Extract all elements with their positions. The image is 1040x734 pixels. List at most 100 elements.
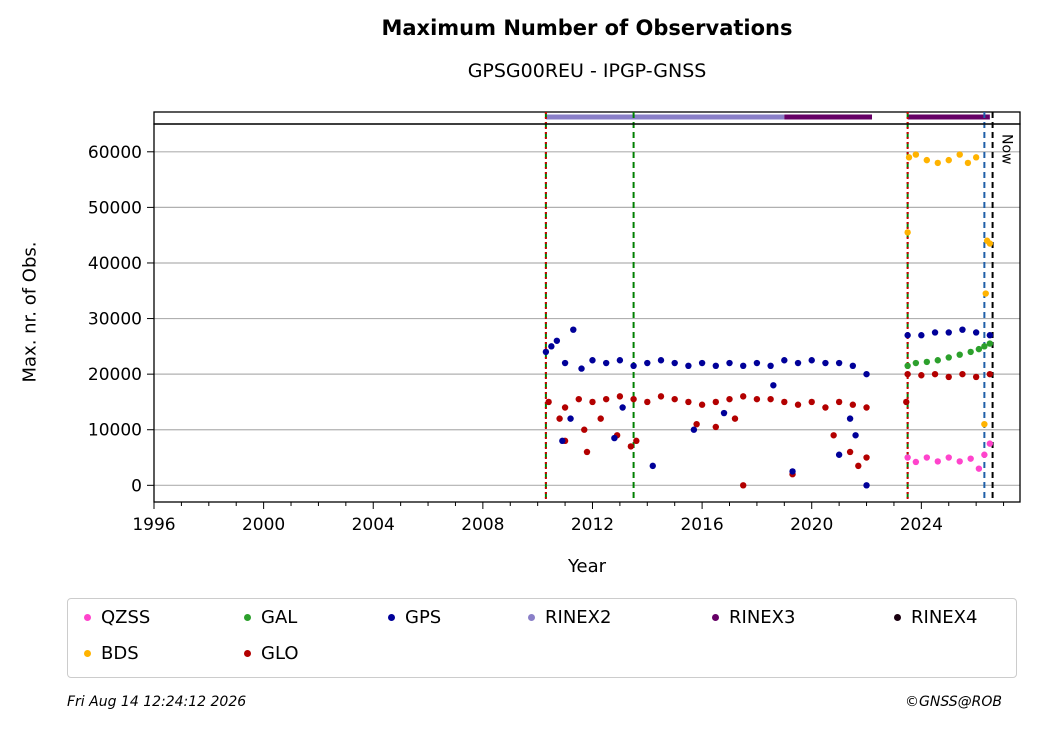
legend-label-gps: GPS <box>405 607 442 628</box>
legend-item-gal: GAL <box>244 607 297 628</box>
bds-point-10 <box>982 290 989 297</box>
legend-label-rinex4: RINEX4 <box>911 607 978 628</box>
gps-point-46 <box>835 451 843 458</box>
qzss-point-2 <box>923 454 931 461</box>
gps-point-43 <box>863 482 870 489</box>
qzss-point-6 <box>967 455 974 462</box>
gps-point-34 <box>559 437 566 445</box>
gps-point-38 <box>690 426 698 433</box>
qzss-point-9 <box>986 440 994 447</box>
glo-point-9 <box>657 393 665 400</box>
bds-point-7 <box>964 159 972 167</box>
y-tick-label-0: 0 <box>131 476 142 496</box>
qzss-point-5 <box>956 458 963 465</box>
glo-point-30 <box>972 373 980 381</box>
glo-point-14 <box>726 395 733 403</box>
gps-point-9 <box>630 362 637 370</box>
gps-point-31 <box>959 326 966 333</box>
glo-point-39 <box>731 415 739 422</box>
glo-point-16 <box>753 395 761 403</box>
gps-point-20 <box>781 357 788 364</box>
bds-point-6 <box>956 151 963 158</box>
y-tick-label-1: 10000 <box>88 421 142 441</box>
x-tick-label-6: 2020 <box>790 515 833 535</box>
legend-label-glo: GLO <box>261 643 299 664</box>
glo-point-38 <box>712 423 720 431</box>
glo-point-7 <box>630 395 637 403</box>
gal-point-8 <box>981 343 988 350</box>
legend-item-rinex4: RINEX4 <box>894 607 977 628</box>
legend-item-gps: GPS <box>388 607 441 628</box>
glo-point-2 <box>561 404 569 411</box>
gal-point-1 <box>912 359 920 367</box>
bds-point-12 <box>986 240 994 247</box>
bds-point-0 <box>904 229 911 236</box>
gps-point-11 <box>657 357 665 364</box>
gps-point-37 <box>649 462 656 470</box>
gps-point-36 <box>611 434 618 442</box>
chart-subtitle: GPSG00REU - IPGP-GNSS <box>467 60 707 82</box>
glo-point-25 <box>904 370 911 378</box>
gps-point-35 <box>567 415 574 422</box>
glo-point-34 <box>597 415 604 422</box>
legend-item-qzss: QZSS <box>84 607 150 628</box>
glo-point-47 <box>863 454 870 461</box>
gps-point-17 <box>740 362 747 370</box>
gps-point-2 <box>553 337 561 344</box>
gal-point-7 <box>975 345 983 353</box>
legend-item-glo: GLO <box>244 643 299 664</box>
legend-marker-rinex2 <box>528 614 535 621</box>
bds-point-3 <box>923 156 931 164</box>
gps-point-15 <box>712 362 720 370</box>
glo-point-5 <box>602 395 610 403</box>
gps-point-25 <box>849 362 857 370</box>
glo-point-23 <box>849 401 857 408</box>
bds-point-8 <box>972 154 980 161</box>
gps-point-41 <box>846 415 854 422</box>
glo-point-28 <box>945 373 952 381</box>
legend-item-bds: BDS <box>84 643 139 664</box>
gps-point-8 <box>616 357 624 364</box>
legend-marker-gps <box>388 614 395 621</box>
glo-point-0 <box>545 398 552 406</box>
bds-point-2 <box>912 151 920 158</box>
gps-point-0 <box>542 348 550 356</box>
gal-point-9 <box>986 340 994 347</box>
legend-label-rinex2: RINEX2 <box>545 607 612 628</box>
legend: QZSS GAL GPS RINEX2 RINEX3 RINEX4 BDS GL… <box>67 598 1017 678</box>
gps-point-4 <box>570 326 577 333</box>
glo-point-21 <box>822 404 829 411</box>
legend-label-qzss: QZSS <box>101 607 151 628</box>
y-tick-label-4: 40000 <box>88 254 142 274</box>
gps-point-12 <box>671 359 678 367</box>
glo-point-46 <box>633 437 640 445</box>
gps-point-45 <box>770 382 777 389</box>
legend-marker-bds <box>84 650 91 657</box>
plot-frame <box>153 123 1021 503</box>
glo-point-6 <box>616 393 624 400</box>
x-tick-label-2: 2004 <box>352 515 395 535</box>
glo-point-33 <box>581 426 588 433</box>
glo-point-43 <box>846 448 854 456</box>
bds-point-9 <box>981 420 988 428</box>
gal-point-2 <box>923 358 931 366</box>
glo-point-12 <box>698 401 706 408</box>
gal-point-3 <box>934 357 941 364</box>
gal-point-0 <box>904 362 911 370</box>
glo-point-48 <box>903 398 910 406</box>
x-tick-label-1: 2000 <box>242 515 285 535</box>
gps-point-18 <box>753 359 761 367</box>
gps-point-14 <box>698 359 706 367</box>
legend-marker-rinex3 <box>712 614 719 621</box>
glo-point-36 <box>627 443 635 450</box>
gps-point-33 <box>986 332 994 339</box>
x-tick-label-5: 2016 <box>680 515 723 535</box>
gps-point-28 <box>918 332 925 339</box>
legend-label-bds: BDS <box>101 643 139 664</box>
gps-point-23 <box>822 359 829 367</box>
gps-point-27 <box>904 332 911 339</box>
glo-point-42 <box>830 432 837 439</box>
x-tick-label-3: 2008 <box>461 515 504 535</box>
glo-point-31 <box>986 370 994 378</box>
legend-marker-qzss <box>84 614 91 621</box>
